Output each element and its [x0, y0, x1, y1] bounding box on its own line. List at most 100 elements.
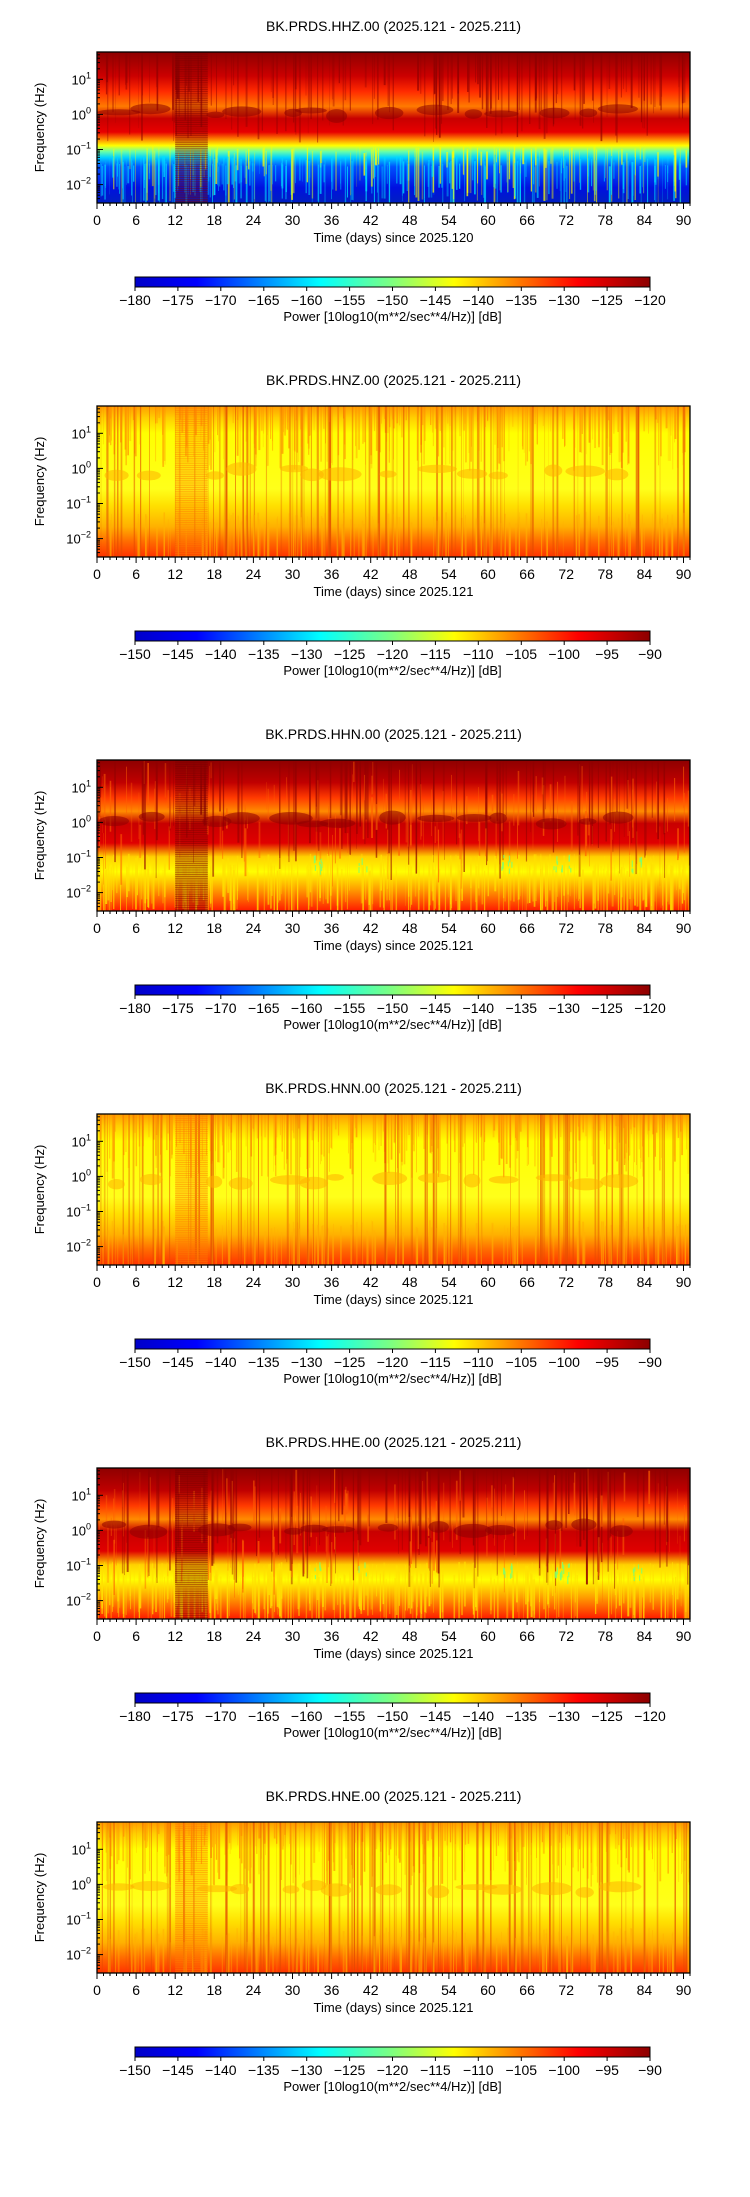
- spectrogram-streak: [245, 1573, 246, 1619]
- spectrogram-streak: [655, 514, 657, 557]
- spectrogram-streak: [205, 522, 208, 557]
- spectrogram-streak: [303, 522, 305, 557]
- spectrogram-streak: [217, 1114, 219, 1163]
- spectrogram-streak: [152, 1114, 155, 1265]
- spectrogram-streak: [267, 406, 269, 466]
- spectrogram-streak: [254, 1822, 256, 1973]
- spectrogram-streak: [175, 52, 177, 137]
- spectrogram-streak: [281, 862, 282, 895]
- spectrogram-streak: [147, 868, 150, 908]
- spectrogram-streak: [221, 163, 224, 185]
- spectrogram-streak: [622, 161, 625, 194]
- spectrogram-streak: [592, 1934, 594, 1973]
- spectrogram-streak: [353, 761, 355, 783]
- spectrogram-streak: [112, 1562, 113, 1612]
- spectrogram-streak: [344, 157, 347, 203]
- spectrogram-streak: [322, 518, 324, 557]
- spectrogram-streak: [579, 406, 582, 453]
- spectrogram-streak: [285, 166, 287, 200]
- spectrogram-streak: [439, 1569, 441, 1618]
- spectrogram-streak: [687, 1936, 690, 1973]
- spectrogram-streak: [478, 787, 480, 842]
- spectrogram-streak: [557, 781, 559, 842]
- spectrogram-streak: [136, 1932, 138, 1973]
- x-tick-label: 0: [93, 1982, 101, 1998]
- spectrogram-streak: [127, 853, 130, 892]
- x-tick-label: 78: [598, 1628, 614, 1644]
- spectrogram-streak: [548, 406, 549, 466]
- spectrogram-streak: [574, 406, 576, 448]
- spectrogram-streak: [667, 155, 669, 174]
- spectrogram-streak: [270, 146, 273, 203]
- spectrogram-streak: [579, 1822, 581, 1850]
- spectrogram-streak: [302, 406, 303, 443]
- spectrogram-streak: [107, 1527, 109, 1583]
- spectrogram-streak: [643, 522, 645, 557]
- spectrogram-streak: [659, 1468, 661, 1568]
- spectrogram-streak: [454, 1114, 456, 1153]
- spectrogram-streak: [607, 862, 610, 894]
- spectrogram-streak: [185, 1114, 187, 1179]
- spectrogram-streak: [605, 1226, 607, 1265]
- spectrogram-streak: [607, 1468, 610, 1572]
- spectrogram-streak: [337, 406, 340, 456]
- spectrogram-streak: [450, 52, 452, 105]
- spectrogram-streak: [176, 1233, 178, 1265]
- spectrogram-streak: [375, 1114, 376, 1145]
- spectrogram-streak: [286, 1468, 288, 1563]
- spectrogram-streak: [237, 760, 240, 843]
- spectrogram-streak: [610, 157, 612, 191]
- spectrogram-streak: [212, 163, 213, 203]
- spectrogram-streak: [688, 1571, 689, 1619]
- spectrogram-streak: [545, 856, 548, 902]
- spectrogram-streak: [324, 1114, 326, 1265]
- spectrogram-streak: [612, 1114, 613, 1265]
- spectrogram-streak: [371, 1220, 373, 1265]
- x-tick-label: 30: [285, 212, 301, 228]
- spectrogram-streak: [557, 1822, 560, 1866]
- spectrogram-streak: [655, 1114, 658, 1133]
- colorbar-tick-label: −150: [119, 2062, 151, 2078]
- spectrogram-streak: [231, 157, 233, 185]
- spectrogram-streak: [616, 52, 618, 143]
- spectrogram-streak: [245, 165, 248, 203]
- spectrogram-streak: [631, 855, 633, 911]
- spectrogram-streak: [475, 518, 478, 557]
- spectrogram-streak: [157, 1822, 158, 1852]
- colorbar-tick-label: −165: [248, 1000, 280, 1016]
- colorbar-label: Power [10log10(m**2/sec**4/Hz)] [dB]: [283, 1017, 501, 1032]
- spectrogram-streak: [544, 406, 546, 557]
- y-tick-label: 10−1: [66, 1203, 91, 1220]
- spectrogram-streak: [333, 1223, 334, 1265]
- spectrogram-streak: [504, 1225, 506, 1265]
- spectrogram-speckle: [511, 1565, 513, 1573]
- spectrogram-streak: [573, 406, 575, 557]
- spectrogram-blob: [103, 1883, 135, 1891]
- spectrogram-blob: [453, 1523, 493, 1538]
- spectrogram-streak: [300, 1939, 302, 1973]
- y-axis-label: Frequency (Hz): [32, 1853, 47, 1943]
- spectrogram-streak: [617, 406, 619, 432]
- spectrogram-streak: [643, 1579, 645, 1619]
- spectrogram-streak: [535, 854, 537, 901]
- spectrogram-streak: [423, 406, 425, 465]
- spectrogram-streak: [399, 155, 402, 185]
- spectrogram-streak: [101, 1822, 103, 1973]
- spectrogram-streak: [422, 1822, 424, 1973]
- spectrogram-streak: [435, 1501, 438, 1523]
- spectrogram-streak: [509, 1114, 511, 1168]
- spectrogram-streak: [400, 1114, 402, 1265]
- spectrogram-streak: [579, 151, 581, 183]
- spectrogram-streak: [179, 1114, 181, 1144]
- y-tick-label: 100: [72, 1521, 91, 1538]
- spectrogram-streak: [386, 859, 388, 901]
- spectrogram-streak: [374, 1822, 376, 1973]
- spectrogram-streak: [677, 406, 679, 557]
- spectrogram-streak: [253, 1114, 255, 1130]
- spectrogram-streak: [344, 406, 346, 445]
- spectrogram-streak: [164, 763, 167, 798]
- spectrogram-streak: [173, 760, 174, 826]
- spectrogram-speckle: [503, 854, 505, 859]
- colorbar-tick-label: −130: [548, 292, 580, 308]
- spectrogram-streak: [241, 760, 243, 858]
